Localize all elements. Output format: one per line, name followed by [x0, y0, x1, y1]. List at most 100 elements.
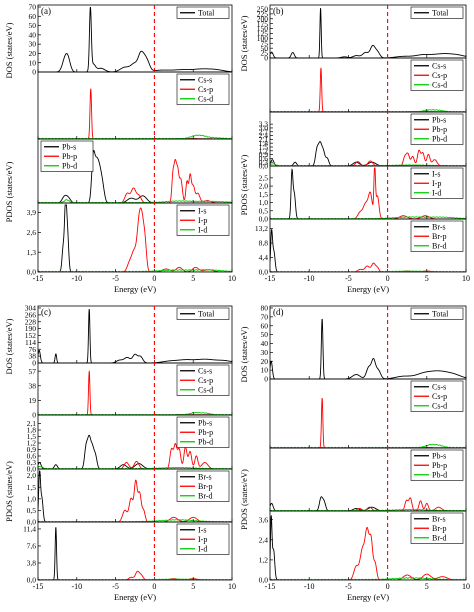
y-tick-label: 38: [29, 352, 37, 361]
y-tick-label: 50: [261, 44, 269, 53]
legend: Pb-sPb-pPb-d: [40, 140, 94, 172]
subplot-d-3: 0,0 1,2 2,4 3,6 Br-sBr-pBr-d: [259, 510, 467, 585]
legend-label: I-d: [432, 189, 441, 198]
x-axis-label: Energy (eV): [114, 284, 156, 294]
legend-label: Br-s: [198, 473, 212, 482]
x-axis-label: Energy (eV): [347, 592, 389, 602]
series-pb-s: [38, 149, 232, 203]
y-tick-label: 60: [29, 12, 37, 21]
legend-label: Cs-d: [198, 386, 213, 395]
legend-label: Cs-s: [432, 383, 446, 392]
legend: Cs-sCs-pCs-d: [410, 380, 464, 412]
y-tick-label: 0,5: [259, 206, 269, 215]
subplot-b-4: 0,0 4,4 8,8 13,2 Br-sBr-pBr-d: [255, 218, 467, 277]
legend-label: Pb-s: [432, 116, 446, 125]
x-tick-label: -10: [304, 274, 315, 283]
y-tick-label: 150: [257, 24, 269, 33]
legend: Cs-sCs-pCs-d: [410, 59, 464, 91]
legend-box: [410, 6, 464, 19]
x-tick-label: 0: [152, 582, 156, 591]
series-total: [270, 8, 466, 58]
legend-label: Cs-d: [432, 81, 447, 90]
y-tick-label: 266: [25, 310, 37, 319]
y-tick-label: 0,0: [259, 215, 269, 224]
y-tick-label: 76: [29, 345, 37, 354]
y-tick-label: 2,1: [27, 419, 37, 428]
y-tick-label: 11,4: [23, 525, 36, 534]
y-tick-label: 70: [261, 312, 269, 321]
subplot-c-4: 0,0 3,8 7,6 11,4 I-sI-pI-d: [23, 521, 233, 585]
y-tick-label: 3,9: [27, 208, 37, 217]
y-tick-label: 0: [32, 68, 36, 77]
y-axis-label-dos: DOS (states/eV): [239, 326, 249, 382]
y-tick-label: 304: [25, 304, 37, 313]
legend: Pb-sPb-pPb-d: [176, 416, 230, 448]
y-tick-label: 1,5: [259, 190, 269, 199]
series-pb-p: [38, 158, 232, 203]
y-axis-label-dos: DOS (states/eV): [4, 318, 14, 374]
legend: I-sI-pI-d: [176, 523, 230, 555]
y-tick-label: 0,0: [27, 518, 37, 527]
x-axis-label: Energy (eV): [114, 592, 156, 602]
y-tick-label: 228: [25, 317, 37, 326]
x-tick-label: 10: [462, 274, 470, 283]
y-tick-label: 50: [29, 21, 37, 30]
y-tick-label: 40: [261, 339, 269, 348]
series-pb-s: [270, 496, 466, 511]
y-axis-label-pdos: PDOS (states/eV): [239, 154, 249, 215]
legend-label: Cs-p: [432, 71, 447, 80]
y-tick-label: 0,0: [27, 576, 37, 585]
legend-label: I-s: [432, 170, 440, 179]
series-pb-s: [270, 141, 466, 166]
y-tick-label: 1,3: [27, 248, 37, 257]
y-tick-label: 10: [29, 58, 37, 67]
legend-box: [176, 307, 230, 320]
y-axis-label-pdos: PDOS (states/eV): [4, 161, 14, 222]
y-tick-label: 30: [29, 40, 37, 49]
legend-label: Pb-p: [432, 125, 447, 134]
legend-label: Br-d: [432, 534, 447, 543]
x-tick-label: -10: [304, 582, 315, 591]
y-tick-label: 1,2: [259, 146, 269, 155]
subplot-a-1: Cs-sCs-pCs-d: [37, 71, 233, 140]
y-tick-label: 0: [32, 411, 36, 420]
series-total: [270, 318, 466, 379]
legend-label: Pb-p: [198, 428, 213, 437]
x-tick-label: 10: [228, 582, 236, 591]
y-tick-label: 0,0: [259, 576, 269, 585]
y-tick-label: 50: [261, 330, 269, 339]
y-tick-label: 4,4: [259, 253, 269, 262]
legend-label: Pb-d: [198, 438, 213, 447]
subplot-b-1: Cs-sCs-pCs-d: [269, 57, 467, 113]
subplot-frame: [37, 521, 233, 581]
y-tick-label: 25: [261, 49, 269, 58]
y-tick-label: 200: [257, 14, 269, 23]
y-tick-label: 190: [25, 324, 37, 333]
legend-label: Cs-s: [432, 62, 446, 71]
legend-label: Cs-d: [432, 402, 447, 411]
x-tick-label: -5: [345, 582, 352, 591]
y-tick-label: 0,5: [27, 506, 37, 515]
x-tick-label: 10: [228, 274, 236, 283]
subplot-a-3: 0,0 1,3 2,6 3,9 I-sI-pI-d: [27, 202, 233, 277]
legend-label: Br-d: [198, 492, 213, 501]
legend-label: Pb-s: [62, 143, 76, 152]
y-tick-label: 175: [257, 19, 269, 28]
legend-label: Cs-p: [432, 392, 447, 401]
y-tick-label: 20: [261, 357, 269, 366]
series-total: [38, 6, 232, 72]
y-tick-label: 114: [25, 338, 36, 347]
y-tick-label: 0,6: [259, 154, 269, 163]
y-tick-label: 38: [29, 381, 37, 390]
subplot-c-1: 0 19 38 57 Cs-sCs-pCs-d: [29, 362, 233, 420]
subplot-c-2: 0,00,30,60,91,21,51,82,1 Pb-sPb-pPb-d: [27, 414, 233, 474]
y-tick-label: 1,0: [27, 494, 37, 503]
y-tick-label: 0,6: [27, 452, 37, 461]
legend: Br-sBr-pBr-d: [176, 470, 230, 502]
x-tick-label: 5: [191, 582, 195, 591]
legend: Pb-sPb-pPb-d: [410, 113, 464, 145]
panel-label: (d): [273, 307, 284, 317]
